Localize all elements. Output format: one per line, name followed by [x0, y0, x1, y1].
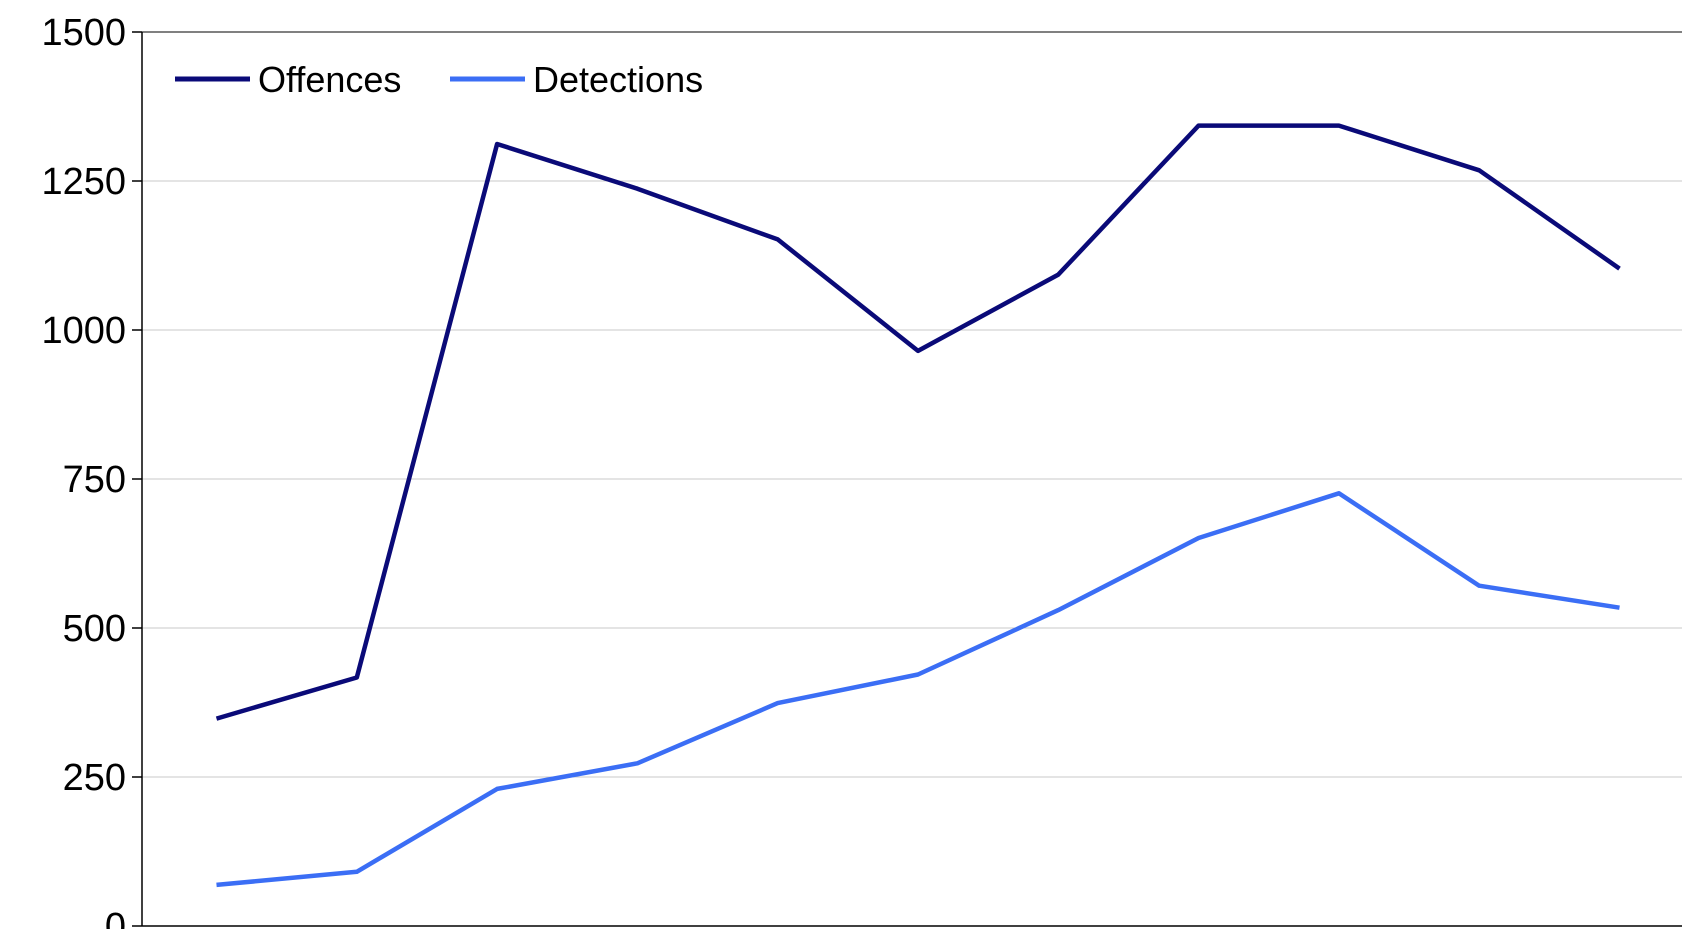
legend: Offences Detections	[175, 59, 703, 100]
legend-label: Offences	[258, 59, 401, 100]
series-line-offences	[215, 123, 1621, 721]
y-tick-label: 250	[63, 757, 126, 799]
y-tick-label: 0	[105, 906, 126, 929]
y-tick-label: 750	[63, 459, 126, 501]
gridlines	[142, 180, 1682, 778]
legend-item-detections: Detections	[450, 59, 703, 100]
y-tick-label: 1250	[41, 161, 126, 203]
series-line-detections	[216, 491, 1620, 888]
y-tick-label: 1500	[41, 12, 126, 54]
legend-item-offences: Offences	[175, 59, 401, 100]
y-axis-ticks: 0 250 500 750 1000 1250 1500	[41, 12, 142, 929]
y-tick-label: 1000	[41, 310, 126, 352]
y-tick-label: 500	[63, 608, 126, 650]
series-lines	[215, 123, 1621, 888]
legend-label: Detections	[533, 59, 703, 100]
